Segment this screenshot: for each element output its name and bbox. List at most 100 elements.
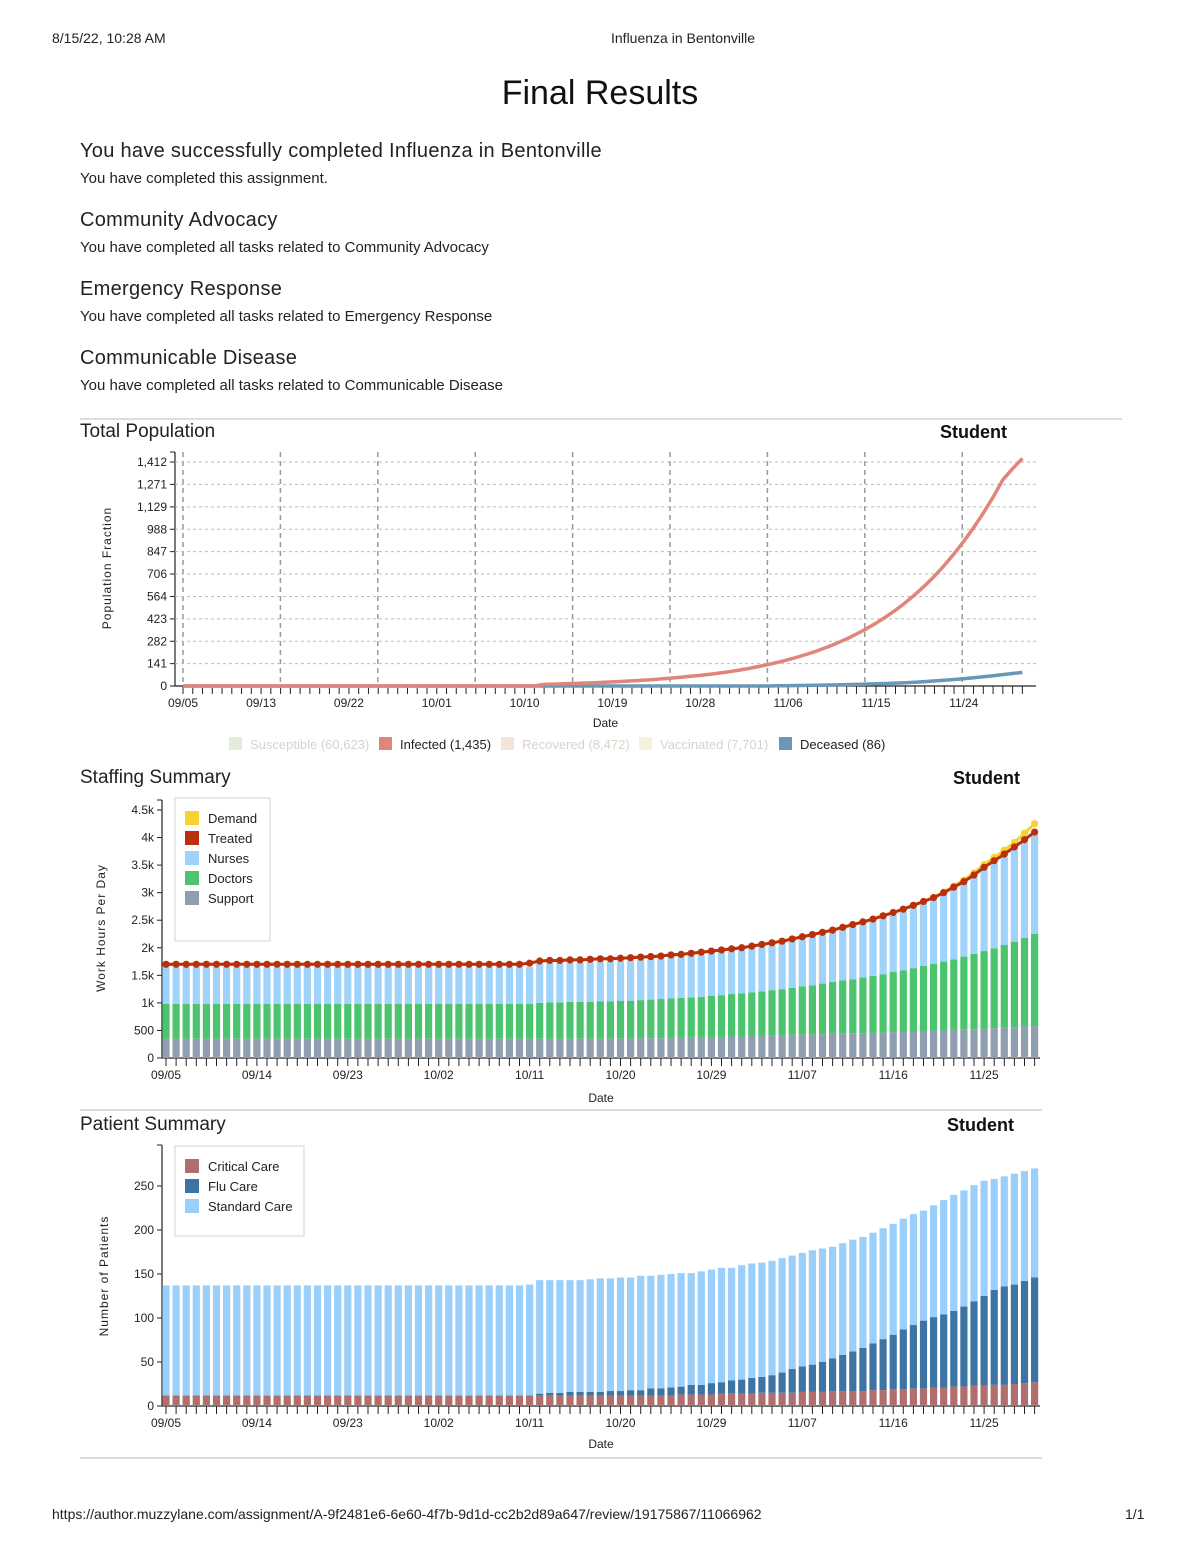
bar-flu-care (919, 1320, 928, 1389)
bar-nurses (1031, 834, 1039, 934)
bar-doctors (313, 1003, 322, 1039)
point-treated (960, 878, 968, 886)
bar-nurses (586, 962, 594, 1002)
point-treated (849, 921, 857, 929)
bar-doctors (627, 1000, 635, 1039)
bar-standard-care (1020, 1171, 1029, 1282)
point-treated (455, 960, 463, 968)
bar-nurses (202, 967, 210, 1004)
bar-doctors (556, 1002, 564, 1039)
bar-nurses (717, 952, 726, 996)
bar-critical-care (243, 1395, 251, 1406)
bar-support (839, 1033, 847, 1058)
y-axis-title: Number of Patients (97, 1216, 111, 1337)
bar-critical-care (849, 1391, 857, 1406)
point-treated (485, 960, 493, 968)
bar-critical-care (616, 1395, 625, 1406)
point-treated (717, 946, 726, 954)
bar-nurses (919, 904, 928, 966)
legend-item: Susceptible (60,623) (250, 737, 369, 752)
bar-critical-care (445, 1395, 453, 1406)
x-tick-label: 11/07 (788, 1416, 817, 1430)
bar-support (990, 1028, 998, 1058)
bar-support (950, 1029, 958, 1058)
bar-support (303, 1038, 311, 1058)
x-tick-label: 10/11 (515, 1416, 544, 1430)
bar-doctors (778, 989, 786, 1036)
print-tab-title: Influenza in Bentonville (611, 30, 755, 46)
bar-standard-care (869, 1232, 877, 1344)
bar-standard-care (606, 1278, 614, 1392)
bar-nurses (909, 908, 917, 969)
bar-flu-care (677, 1386, 685, 1395)
bar-standard-care (404, 1285, 412, 1396)
x-tick-label: 09/23 (333, 1416, 363, 1430)
bar-doctors (1000, 945, 1008, 1028)
community-advocacy-text: You have completed all tasks related to … (80, 239, 489, 256)
bar-flu-care (889, 1334, 897, 1390)
bar-doctors (940, 961, 948, 1031)
x-tick-label: 11/06 (774, 696, 803, 710)
bar-nurses (758, 947, 766, 992)
bar-doctors (687, 997, 695, 1038)
bar-standard-care (303, 1285, 311, 1396)
bar-support (526, 1038, 534, 1058)
point-treated (576, 956, 584, 964)
bar-support (707, 1037, 715, 1058)
point-treated (263, 960, 271, 968)
population-chart: 0 141 282 423 564 706 847 988 1,129 1,271 1,412 09/… (100, 451, 1036, 752)
bar-critical-care (717, 1393, 726, 1406)
point-treated (637, 953, 645, 961)
point-treated (899, 905, 907, 913)
bar-nurses (748, 948, 756, 993)
bar-doctors (859, 977, 867, 1034)
bar-nurses (637, 959, 645, 1001)
bar-flu-care (788, 1369, 796, 1393)
bar-critical-care (344, 1395, 352, 1406)
point-treated (364, 960, 372, 968)
bar-support (829, 1033, 837, 1058)
bar-nurses (263, 967, 271, 1004)
bar-critical-care (425, 1395, 433, 1406)
bar-flu-care (980, 1296, 988, 1386)
bar-support (344, 1038, 352, 1058)
point-treated (243, 960, 251, 968)
legend-swatch (185, 851, 199, 865)
bar-critical-care (738, 1393, 746, 1406)
bar-support (172, 1038, 180, 1058)
bar-doctors (243, 1003, 251, 1039)
bar-doctors (576, 1001, 584, 1039)
bar-support (818, 1034, 827, 1058)
point-treated (687, 949, 695, 957)
bar-standard-care (940, 1200, 948, 1315)
bar-flu-care (647, 1388, 655, 1396)
bar-doctors (212, 1003, 221, 1039)
bar-critical-care (687, 1394, 695, 1406)
bar-support (293, 1038, 301, 1058)
y-axis-title: Work Hours Per Day (94, 864, 108, 992)
bar-standard-care (909, 1214, 917, 1326)
bar-standard-care (647, 1275, 655, 1389)
bar-support (738, 1036, 746, 1058)
point-treated (889, 908, 897, 917)
x-tick-label: 11/07 (788, 1068, 817, 1082)
bar-doctors (414, 1003, 423, 1039)
legend-item: Flu Care (208, 1179, 258, 1194)
x-tick-label: 11/16 (879, 1068, 908, 1082)
bar-doctors (960, 956, 968, 1030)
bar-flu-care (707, 1383, 715, 1395)
bar-critical-care (1010, 1384, 1018, 1406)
bar-nurses (566, 962, 574, 1002)
legend-item: Demand (208, 811, 257, 826)
bar-critical-care (980, 1385, 988, 1406)
point-treated (344, 960, 352, 968)
x-tick-label: 11/16 (879, 1416, 908, 1430)
bar-nurses (303, 967, 311, 1004)
bar-critical-care (859, 1391, 867, 1406)
bar-standard-care (182, 1285, 190, 1396)
point-treated (172, 960, 180, 968)
x-tick-label: 11/25 (970, 1068, 999, 1082)
bar-critical-care (808, 1391, 816, 1406)
bar-doctors (394, 1003, 402, 1039)
